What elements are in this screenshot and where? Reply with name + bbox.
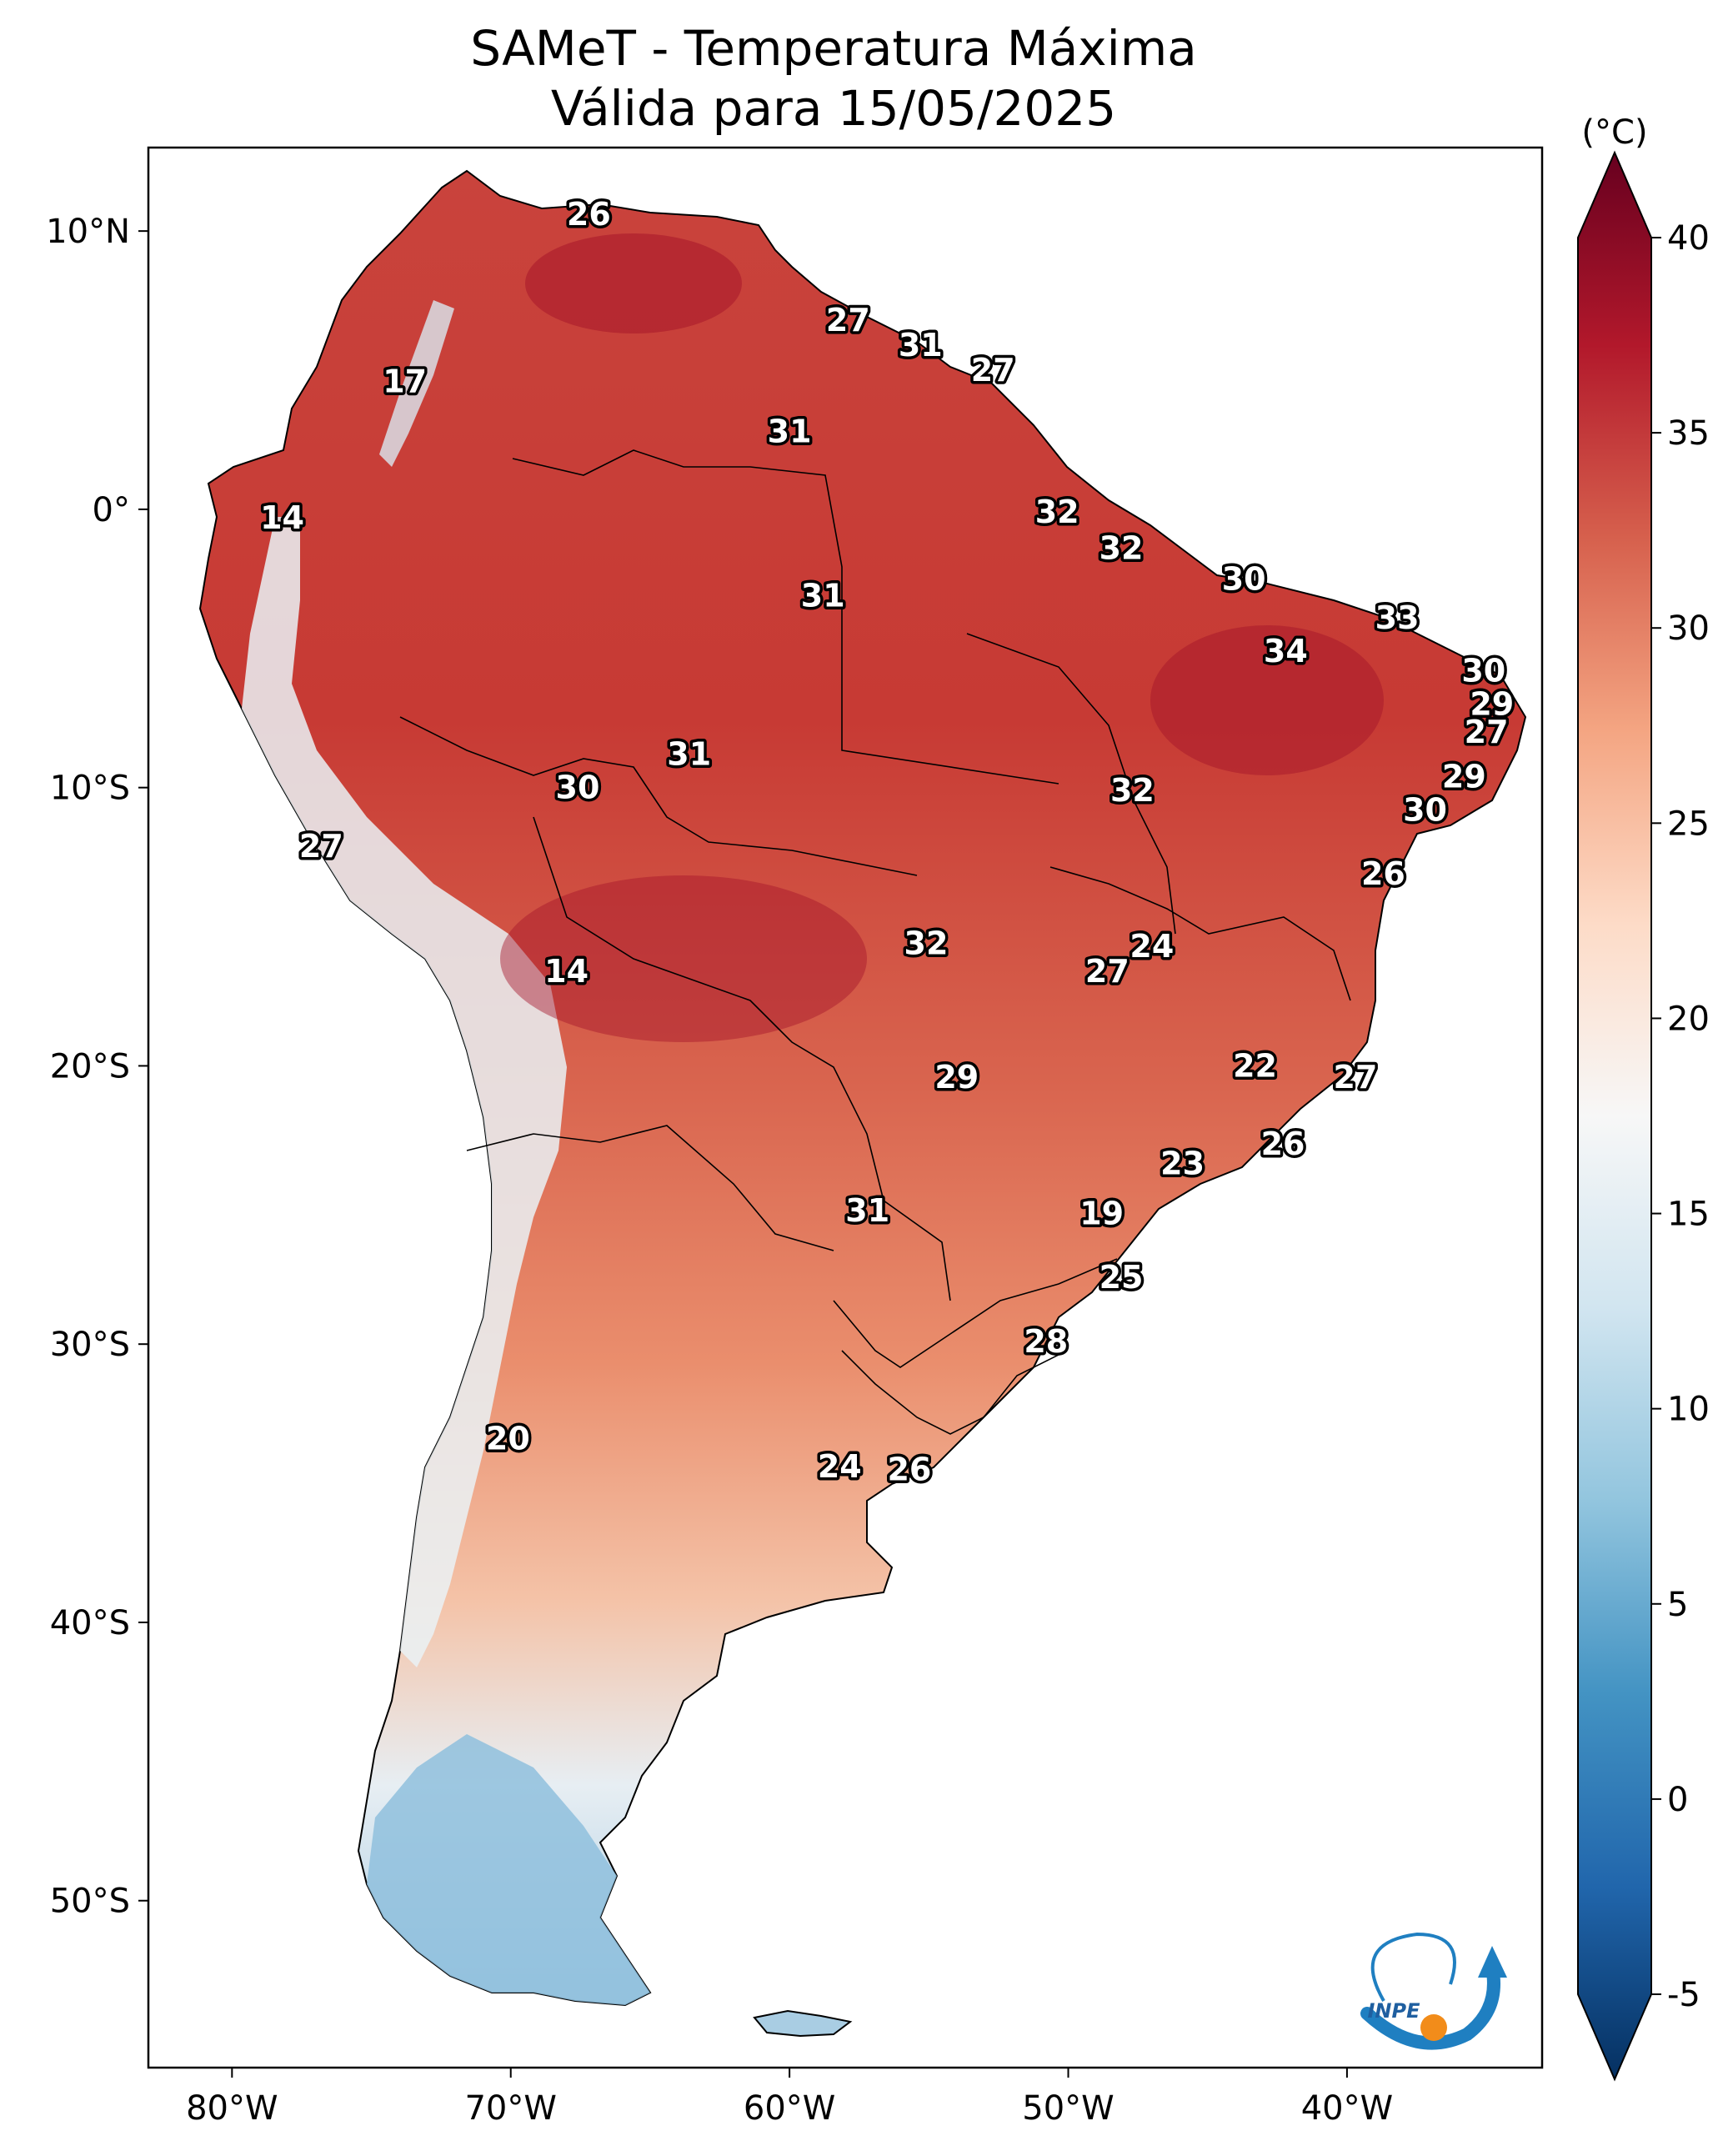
inpe-logo-text: INPE: [1368, 1999, 1421, 2023]
temperature-label: 26: [567, 196, 611, 233]
temperature-label: 27: [1465, 714, 1509, 750]
colorbar-tick-label: 0: [1667, 1781, 1688, 1819]
temperature-label: 31: [801, 577, 845, 614]
colorbar-tick-label: -5: [1667, 1976, 1700, 2014]
map-frame: [147, 146, 1544, 2069]
lon-tick-label: 40°W: [1301, 2089, 1393, 2128]
patagonia-cold-region: [367, 1734, 650, 2005]
inpe-logo-sun: [1420, 2014, 1447, 2041]
lat-tick-label: 10°N: [46, 213, 130, 251]
falkland-islands: [753, 2009, 853, 2038]
temperature-label: 34: [1264, 633, 1308, 669]
andes-north-cold: [379, 300, 454, 467]
map-title-line1: SAMeT - Temperatura Máxima: [470, 20, 1197, 77]
hot-core-bolivia: [500, 875, 867, 1042]
colorbar-tick-label: 30: [1667, 609, 1710, 648]
temperature-label: 25: [1099, 1259, 1144, 1296]
temperature-label: 27: [299, 828, 343, 865]
colorbar-tick-label: 35: [1667, 414, 1710, 453]
hot-core-northeast: [1150, 625, 1384, 775]
country-borders: [399, 449, 1351, 1435]
lat-tick-label: 50°S: [50, 1883, 130, 1921]
colorbar-tick-label: 25: [1667, 805, 1710, 843]
lat-tick-label: 10°S: [50, 770, 130, 808]
inpe-logo: INPE: [1360, 1932, 1507, 2050]
temperature-label: 27: [971, 352, 1015, 389]
temperature-label: 31: [845, 1192, 889, 1229]
inpe-logo-swoosh: [1360, 1961, 1500, 2050]
inpe-logo-orbit: [1370, 1932, 1456, 2002]
longitude-axis: 80°W 70°W 60°W 50°W 40°W: [186, 2068, 1393, 2128]
temperature-label: 29: [934, 1059, 979, 1096]
andes-cold-band: [242, 517, 567, 1667]
latitude-axis: 10°N 0° 10°S 20°S 30°S 40°S 50°S: [46, 213, 148, 1921]
temperature-label: 23: [1160, 1145, 1205, 1181]
lat-tick-label: 30°S: [50, 1326, 130, 1364]
lon-tick-label: 50°W: [1022, 2089, 1114, 2128]
temperature-label: 32: [904, 925, 949, 962]
colorbar-tick-label: 15: [1667, 1196, 1710, 1234]
temperature-label: 30: [1222, 560, 1266, 597]
colorbar-unit: (°C): [1581, 113, 1647, 152]
temperature-label: 29: [1442, 758, 1486, 795]
temperature-label: 26: [1261, 1126, 1305, 1162]
temperature-label: 19: [1079, 1195, 1124, 1231]
lat-tick-label: 0°: [93, 491, 130, 529]
temperature-label: 30: [556, 770, 600, 806]
lon-tick-label: 80°W: [186, 2089, 278, 2128]
temperature-label: 14: [544, 953, 589, 990]
temperature-label: 26: [887, 1451, 931, 1487]
colorbar-tick-label: 20: [1667, 1000, 1710, 1038]
inpe-logo-arrow-icon: [1478, 1946, 1507, 1978]
lat-tick-label: 40°S: [50, 1604, 130, 1642]
temperature-label: 31: [667, 736, 711, 773]
temperature-label: 24: [818, 1448, 862, 1485]
colorbar-bar: [1577, 150, 1652, 2082]
colorbar-tick-label: 40: [1667, 219, 1710, 258]
lon-tick-label: 70°W: [464, 2089, 556, 2128]
temperature-label: 24: [1129, 928, 1174, 965]
temperature-label: 32: [1099, 530, 1144, 567]
colorbar-tick-label: 10: [1667, 1391, 1710, 1429]
lon-tick-label: 60°W: [744, 2089, 835, 2128]
temperature-label: 27: [826, 302, 870, 338]
temperature-label: 28: [1024, 1323, 1068, 1360]
map-title-line2: Válida para 15/05/2025: [551, 80, 1116, 137]
temperature-label: 33: [1375, 599, 1420, 636]
temperature-label: 32: [1035, 494, 1079, 530]
temperature-label: 31: [899, 327, 943, 364]
temperature-label: 26: [1361, 855, 1405, 892]
colorbar-tick-label: 5: [1667, 1586, 1688, 1624]
temperature-label: 27: [1085, 953, 1129, 990]
temperature-label: 22: [1233, 1047, 1277, 1084]
temperature-label: 32: [1110, 772, 1155, 809]
temperature-label: 27: [1334, 1059, 1378, 1096]
lat-tick-label: 20°S: [50, 1047, 130, 1086]
temperature-label: 20: [486, 1421, 530, 1457]
colorbar: (°C) 40 35 30 25 20 15 10 5 0 -5: [1577, 113, 1710, 2082]
temperature-label: 14: [260, 499, 304, 536]
map-area[interactable]: [148, 148, 1542, 2068]
temperature-label: 30: [1461, 652, 1505, 689]
colorbar-ticks: 40 35 30 25 20 15 10 5 0 -5: [1651, 219, 1710, 2014]
temperature-label: 29: [1470, 686, 1514, 723]
temperature-label: 31: [768, 413, 812, 449]
temperature-label: 17: [383, 363, 427, 399]
hot-core-venezuela: [525, 233, 742, 333]
temperature-label: 30: [1403, 791, 1447, 828]
